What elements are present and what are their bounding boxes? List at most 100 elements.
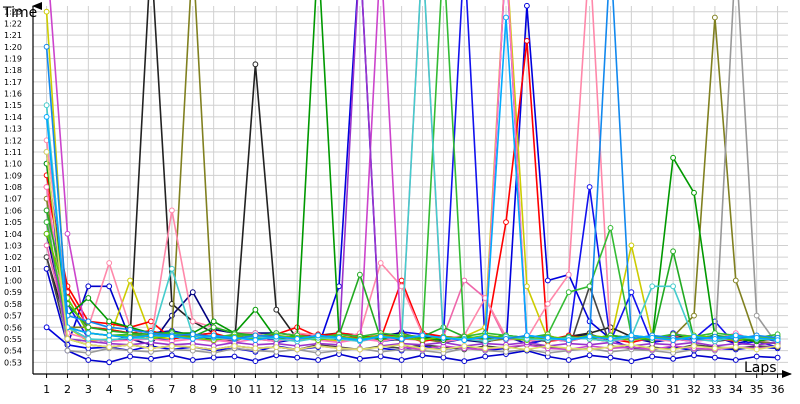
data-point: [127, 277, 134, 284]
y-tick-label: 1:02: [4, 253, 22, 262]
data-point: [85, 336, 92, 342]
data-point: [64, 347, 71, 354]
y-tick-label: 0:55: [4, 335, 22, 344]
data-point: [753, 353, 760, 360]
data-point: [712, 14, 718, 21]
y-tick-label: 1:13: [4, 125, 22, 134]
x-tick-label: 4: [106, 383, 113, 396]
data-point: [377, 344, 384, 351]
data-point: [210, 324, 217, 331]
x-tick-label: 7: [168, 383, 175, 396]
data-point: [649, 283, 656, 290]
data-point: [691, 352, 697, 359]
y-tick-label: 1:10: [4, 160, 22, 169]
series-25: [43, 149, 781, 353]
data-point: [169, 207, 175, 214]
data-point: [189, 336, 196, 342]
x-tick-label: 17: [374, 383, 388, 396]
data-point: [315, 332, 322, 339]
data-point: [419, 352, 426, 359]
data-point: [377, 260, 384, 266]
data-point: [398, 341, 405, 348]
data-point: [106, 332, 113, 339]
data-point: [544, 343, 551, 349]
data-point: [148, 345, 154, 352]
y-tick-label: 1:18: [4, 66, 22, 75]
series-line: [45, 16, 778, 341]
data-point: [398, 283, 405, 290]
data-point: [565, 289, 572, 296]
data-point: [524, 346, 530, 353]
data-point: [169, 333, 175, 340]
data-point: [127, 353, 134, 360]
data-point: [148, 355, 154, 362]
y-tick-label: 1:21: [4, 31, 22, 40]
data-point: [440, 354, 447, 361]
x-tick-label: 20: [436, 383, 450, 396]
data-point: [336, 345, 342, 352]
data-point: [691, 343, 697, 349]
data-point: [377, 333, 384, 340]
data-point: [169, 352, 175, 359]
data-point: [524, 38, 530, 44]
y-tick-label: 0:56: [4, 323, 22, 332]
data-point: [189, 344, 196, 351]
data-point: [503, 344, 509, 351]
x-tick-label: 34: [729, 383, 743, 396]
data-point: [231, 343, 238, 349]
x-tick-label: 14: [311, 383, 325, 396]
data-point: [732, 277, 739, 284]
data-point: [544, 277, 551, 284]
series-lines: [43, 0, 781, 366]
data-point: [252, 358, 259, 365]
data-point: [252, 61, 259, 68]
x-tick-label: 27: [583, 383, 597, 396]
y-tick-label: 1:01: [4, 265, 22, 274]
y-tick-label: 1:15: [4, 101, 22, 110]
data-point: [85, 318, 92, 325]
data-point: [106, 318, 113, 325]
series-line: [45, 233, 778, 346]
x-tick-label: 16: [353, 383, 367, 396]
data-point: [315, 357, 322, 363]
y-tick-label: 1:23: [4, 8, 22, 17]
data-point: [628, 358, 635, 365]
data-point: [336, 283, 342, 290]
data-point: [85, 283, 92, 290]
data-point: [127, 326, 134, 333]
data-point: [189, 331, 196, 338]
series-3: [43, 0, 781, 355]
data-point: [210, 332, 217, 339]
data-point: [419, 332, 426, 339]
data-point: [607, 336, 614, 342]
y-tick-label: 0:54: [4, 347, 22, 356]
series-16: [49, 0, 781, 353]
y-tick-label: 0:59: [4, 288, 22, 297]
data-point: [691, 333, 697, 340]
data-point: [607, 354, 614, 361]
data-point: [670, 355, 676, 362]
x-tick-label: 6: [148, 383, 155, 396]
series-15: [43, 0, 781, 346]
x-tick-label: 15: [332, 383, 346, 396]
series-line: [45, 151, 778, 364]
x-tick-label: 31: [666, 383, 680, 396]
data-point: [85, 330, 92, 337]
x-tick-label: 19: [416, 383, 430, 396]
data-point: [210, 318, 217, 325]
data-point: [294, 354, 301, 361]
y-tick-label: 1:17: [4, 78, 22, 87]
data-point: [273, 306, 280, 313]
data-point: [43, 149, 50, 155]
data-point: [169, 265, 175, 272]
y-tick-label: 0:53: [4, 358, 22, 367]
data-point: [85, 341, 92, 348]
data-point: [64, 336, 71, 342]
y-tick-label: 1:00: [4, 277, 22, 286]
data-point: [628, 332, 635, 339]
y-tick-label: 1:06: [4, 206, 22, 215]
series-23: [43, 0, 781, 344]
data-point: [461, 277, 468, 284]
data-point: [64, 230, 71, 237]
